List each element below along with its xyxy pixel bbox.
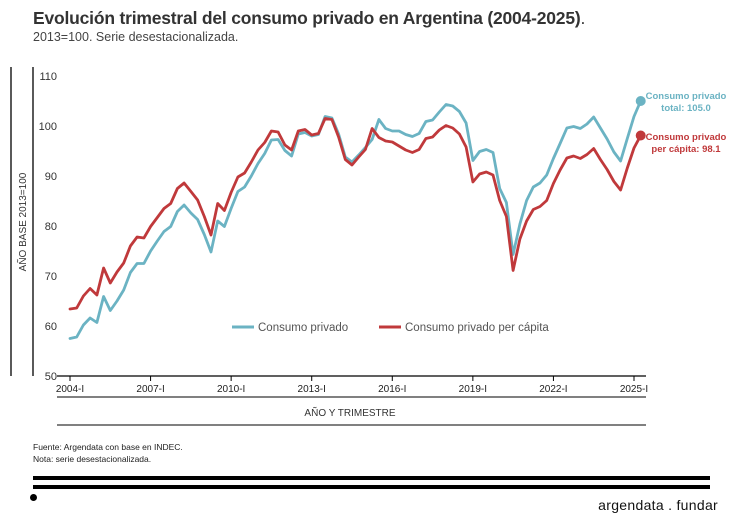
y-tick-label: 90 xyxy=(45,171,57,183)
source-notes: Fuente: Argendata con base en INDEC. Not… xyxy=(33,441,183,465)
y-tick-label: 50 xyxy=(45,371,57,383)
chart-title-dot: . xyxy=(580,8,586,28)
series-end-labels: Consumo privado total: 105.0 Consumo pri… xyxy=(646,91,727,155)
y-tick-label: 70 xyxy=(45,271,57,283)
footer-rule-1 xyxy=(33,476,710,480)
x-axis-ticks: 2004-I 2007-I 2010-I 2013-I 2016-I 2019-I 2022… xyxy=(56,376,648,395)
series-end-markers xyxy=(635,96,646,141)
end-marker-consumo-per-capita xyxy=(635,130,646,141)
series-line-consumo-per-capita xyxy=(68,117,643,311)
end-marker-consumo-privado xyxy=(635,96,646,106)
y-tick-label: 100 xyxy=(39,121,57,133)
chart-title: Evolución trimestral del consumo privado… xyxy=(33,8,585,29)
footer-rule-2 xyxy=(33,485,710,489)
chart-subtitle: 2013=100. Serie desestacionalizada. xyxy=(33,30,239,44)
note-text: Nota: serie desestacionalizada. xyxy=(33,454,152,464)
x-tick-label: 2007-I xyxy=(136,384,164,395)
x-tick-label: 2004-I xyxy=(56,384,84,395)
end-label-total-line2: total: 105.0 xyxy=(661,103,711,114)
y-tick-label: 110 xyxy=(39,71,57,83)
chart-frame xyxy=(10,67,646,426)
x-tick-label: 2010-I xyxy=(217,384,245,395)
series-line-consumo-privado xyxy=(68,99,643,340)
x-tick-label: 2022-I xyxy=(539,384,567,395)
y-tick-label: 80 xyxy=(45,221,57,233)
end-label-total-line1: Consumo privado xyxy=(646,91,727,102)
chart-title-text: Evolución trimestral del consumo privado… xyxy=(33,8,581,28)
x-tick-label: 2016-I xyxy=(378,384,406,395)
legend-label-consumo-per-capita: Consumo privado per cápita xyxy=(405,322,549,334)
end-label-percapita-line2: per cápita: 98.1 xyxy=(651,144,721,155)
end-label-percapita-line1: Consumo privado xyxy=(646,132,727,143)
y-axis-label: AÑO BASE 2013=100 xyxy=(16,172,29,271)
y-tick-label: 60 xyxy=(45,321,57,333)
legend-label-consumo-privado: Consumo privado xyxy=(258,322,348,334)
footer-dot xyxy=(30,494,37,501)
x-tick-label: 2025-I xyxy=(620,384,648,395)
x-axis-label: AÑO Y TRIMESTRE xyxy=(304,406,395,419)
series-lines xyxy=(68,99,643,340)
source-text: Fuente: Argendata con base en INDEC. xyxy=(33,442,183,452)
chart-legend: Consumo privado Consumo privado per cápi… xyxy=(232,322,549,334)
y-axis-ticks: 50 60 70 80 90 100 110 xyxy=(39,71,57,383)
brand-logo: argendata . fundar xyxy=(598,497,718,513)
x-tick-label: 2013-I xyxy=(298,384,326,395)
x-tick-label: 2019-I xyxy=(459,384,487,395)
